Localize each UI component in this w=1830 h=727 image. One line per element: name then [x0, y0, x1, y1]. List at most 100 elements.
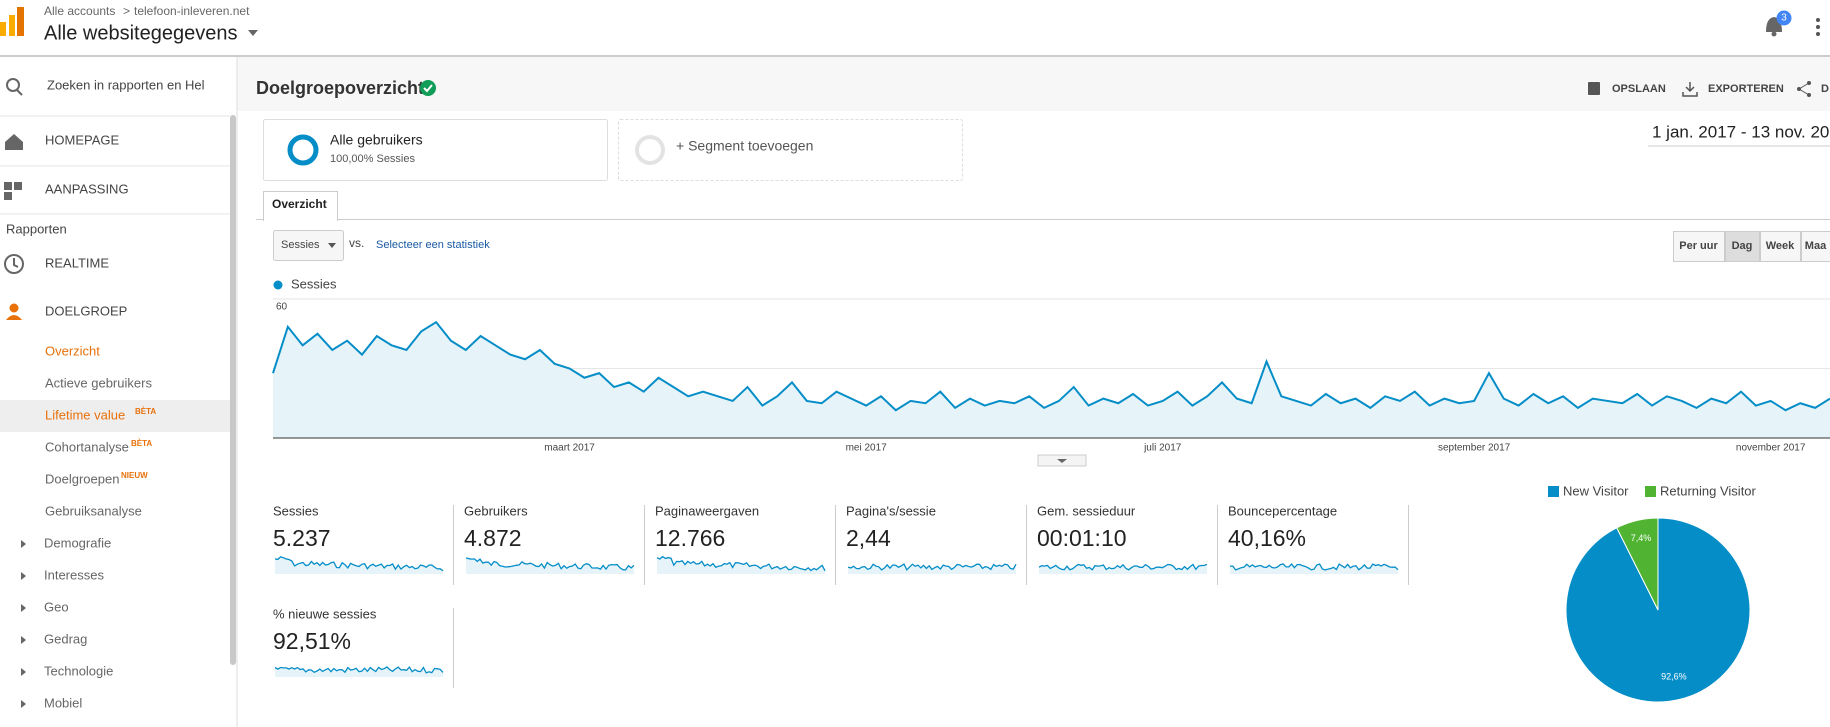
metric-value: 92,51% [273, 628, 351, 654]
metric-label: % nieuwe sessies [273, 606, 377, 621]
badge: BÈTA [131, 439, 152, 448]
nav-subitem[interactable]: Cohortanalyse [45, 439, 129, 454]
sparkline-area [466, 557, 634, 574]
expand-arrow [21, 700, 26, 708]
segment-name: Alle gebruikers [330, 132, 423, 148]
dropdown-caret [248, 30, 258, 36]
legend-swatch [1645, 486, 1656, 497]
granularity-button[interactable] [1801, 231, 1830, 262]
slice-label: 7,4% [1631, 533, 1652, 543]
expand-arrow [21, 636, 26, 644]
tab[interactable] [263, 191, 338, 221]
granularity-button[interactable] [1760, 231, 1801, 262]
nav-item[interactable]: HOMEPAGE [45, 132, 119, 147]
home-icon [5, 134, 23, 150]
search-box[interactable]: Zoeken in rapporten en Hel [47, 77, 205, 92]
segment-icon [287, 134, 319, 166]
add-segment[interactable] [618, 119, 963, 181]
customize-icon [4, 182, 12, 190]
add-segment-icon [635, 135, 665, 165]
action-button[interactable]: D [1821, 83, 1829, 95]
sparkline [274, 666, 444, 674]
nav-subitem[interactable]: Doelgroepen [45, 471, 119, 486]
sparkline [274, 556, 444, 572]
date-range[interactable]: 1 jan. 2017 - 13 nov. 2017 [1652, 122, 1830, 141]
metric-dropdown-label: Sessies [281, 239, 320, 251]
action-button[interactable]: OPSLAAN [1612, 83, 1666, 95]
metric-value: 5.237 [273, 525, 331, 551]
sparkline [1230, 563, 1399, 571]
nav-group[interactable]: Geo [44, 599, 69, 614]
sparkline [847, 563, 1017, 571]
tab-label: Overzicht [272, 197, 327, 211]
slice-label: 92,6% [1661, 672, 1687, 682]
property-selector[interactable]: Alle websitegegevens [44, 22, 237, 44]
expand-arrow [21, 668, 26, 676]
badge: NIEUW [121, 471, 148, 480]
verified-icon [423, 84, 433, 93]
menu-icon [1816, 32, 1820, 36]
dropdown-caret [328, 243, 336, 248]
collapse-caret [1057, 459, 1067, 463]
vs-label: vs. [349, 236, 364, 250]
verified-icon [420, 80, 436, 96]
metric-value: 2,44 [846, 525, 891, 551]
x-tick-label: mei 2017 [846, 443, 888, 454]
logo [17, 7, 24, 36]
expand-arrow [21, 572, 26, 580]
granularity-label: Per uur [1679, 240, 1718, 252]
metric-label: Gebruikers [464, 503, 528, 518]
nav-item[interactable]: REALTIME [45, 255, 109, 270]
sparkline [465, 557, 635, 571]
scrollbar [230, 115, 236, 665]
nav-item[interactable]: DOELGROEP [45, 303, 127, 318]
section-label: Rapporten [6, 221, 67, 236]
legend-dot [273, 280, 283, 290]
customize-icon [4, 192, 12, 200]
customize-icon [14, 182, 22, 190]
nav-group[interactable]: Demografie [44, 535, 111, 550]
metric-dropdown[interactable] [273, 230, 344, 261]
metric-value: 12.766 [655, 525, 725, 551]
legend-label: New Visitor [1563, 483, 1629, 498]
nav-group[interactable]: Technologie [44, 663, 113, 678]
realtime-icon [4, 254, 24, 274]
breadcrumb[interactable]: telefoon-inleveren.net [134, 4, 250, 18]
granularity-button[interactable] [1673, 231, 1725, 262]
notification-count: 3 [1781, 13, 1787, 24]
bell-icon [1771, 31, 1777, 37]
sparkline [1038, 563, 1208, 571]
add-segment-label: + Segment toevoegen [676, 138, 813, 154]
compare-link[interactable]: Selecteer een statistiek [376, 239, 490, 251]
y-tick-label: 60 [276, 302, 288, 313]
breadcrumb-separator: > [123, 4, 130, 18]
nav-subitem[interactable]: Actieve gebruikers [45, 375, 152, 390]
nav-group[interactable]: Gedrag [44, 631, 87, 646]
legend-label: Sessies [291, 276, 337, 291]
action-button[interactable]: EXPORTEREN [1708, 83, 1784, 95]
nav-group[interactable]: Mobiel [44, 695, 82, 710]
save-icon [1588, 82, 1600, 95]
x-tick-label: maart 2017 [544, 443, 595, 454]
page-title: Doelgroepoverzicht [256, 78, 424, 98]
nav-item[interactable]: AANPASSING [45, 181, 129, 196]
legend-label: Returning Visitor [1660, 483, 1757, 498]
metric-value: 40,16% [1228, 525, 1306, 551]
search-icon [6, 78, 20, 92]
nav-group[interactable]: Interesses [44, 567, 104, 582]
nav-subitem[interactable]: Lifetime value [45, 407, 125, 422]
realtime-icon [13, 258, 19, 268]
x-tick-label: november 2017 [1736, 443, 1806, 454]
expand-arrow [21, 604, 26, 612]
granularity-button[interactable] [1725, 231, 1760, 262]
nav-subitem[interactable]: Gebruiksanalyse [45, 503, 142, 518]
logo [0, 22, 6, 36]
search-icon [16, 89, 23, 96]
nav-subitem[interactable]: Overzicht [45, 343, 100, 358]
sparkline-area [275, 556, 443, 574]
menu-icon[interactable] [1816, 18, 1820, 22]
badge: BÈTA [135, 407, 156, 416]
breadcrumb[interactable]: Alle accounts [44, 4, 115, 18]
area [273, 322, 1830, 438]
segment-card[interactable] [263, 119, 608, 181]
